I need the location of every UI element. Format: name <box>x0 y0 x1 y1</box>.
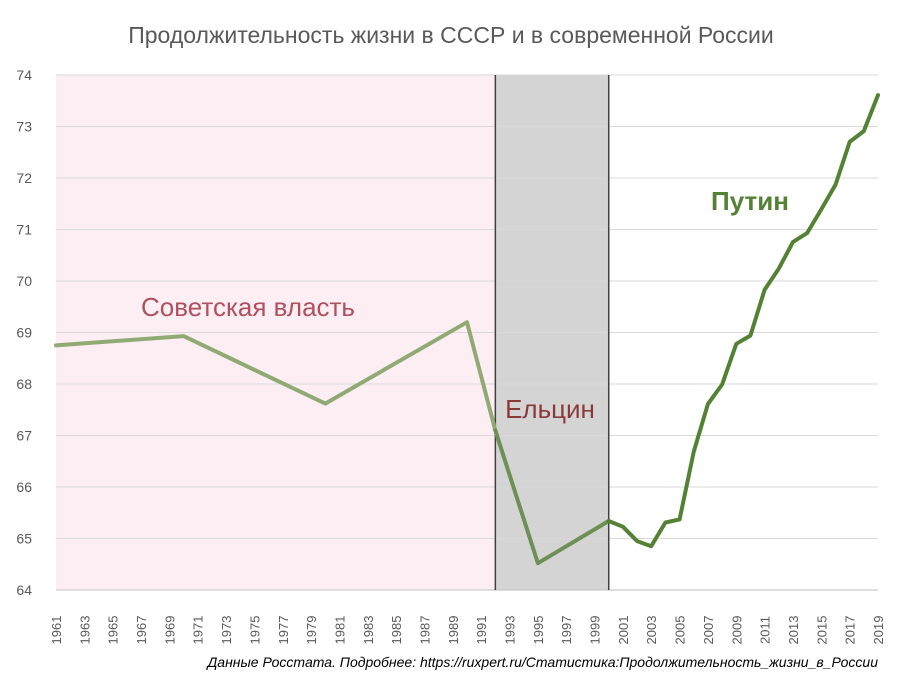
x-tick-label: 1965 <box>106 616 121 645</box>
x-tick-label: 2007 <box>701 616 716 645</box>
x-tick-label: 1997 <box>559 616 574 645</box>
series-line-3 <box>606 93 880 549</box>
y-tick-label: 65 <box>16 531 32 547</box>
x-tick-label: 1995 <box>531 616 546 645</box>
x-tick-label: 1999 <box>588 616 603 645</box>
x-tick-label: 1987 <box>417 616 432 645</box>
y-tick-label: 69 <box>16 325 32 341</box>
y-tick-label: 67 <box>16 428 32 444</box>
x-tick-label: 2009 <box>729 616 744 645</box>
x-tick-label: 1977 <box>276 616 291 645</box>
source-note: Данные Росстата. Подробнее: https://ruxp… <box>205 654 878 670</box>
x-tick-label: 1979 <box>304 616 319 645</box>
y-tick-label: 72 <box>16 170 32 186</box>
y-tick-label: 74 <box>16 67 32 83</box>
x-tick-label: 1983 <box>361 616 376 645</box>
x-tick-label: 2011 <box>758 616 773 644</box>
y-tick-label: 71 <box>16 222 32 238</box>
x-tick-label: 1991 <box>474 616 489 645</box>
x-tick-label: 1963 <box>77 616 92 645</box>
x-tick-label: 1973 <box>219 616 234 645</box>
x-tick-label: 1961 <box>49 616 64 645</box>
y-tick-label: 68 <box>16 376 32 392</box>
x-tick-label: 1971 <box>191 616 206 645</box>
era-label-2: Ельцин <box>505 394 595 424</box>
x-tick-label: 2015 <box>814 616 829 645</box>
x-tick-label: 1993 <box>503 616 518 645</box>
y-tick-label: 73 <box>16 119 32 135</box>
x-tick-label: 2019 <box>871 616 886 645</box>
y-tick-label: 64 <box>16 582 32 598</box>
x-tick-label: 1969 <box>162 616 177 645</box>
x-tick-label: 2017 <box>843 616 858 645</box>
series-line-2 <box>493 428 611 566</box>
x-tick-label: 1967 <box>134 616 149 645</box>
y-tick-label: 66 <box>16 479 32 495</box>
y-tick-label: 70 <box>16 273 32 289</box>
x-tick-label: 1989 <box>446 616 461 645</box>
chart-title: Продолжительность жизни в СССР и в совре… <box>128 22 774 48</box>
x-tick-label: 1981 <box>332 616 347 645</box>
era-label-1: Советская власть <box>141 292 355 322</box>
era-label-3: Путин <box>711 186 789 216</box>
series-line-1 <box>54 320 498 433</box>
x-tick-label: 1985 <box>389 616 404 645</box>
x-tick-label: 2005 <box>673 616 688 645</box>
x-tick-label: 1975 <box>247 616 262 645</box>
x-tick-label: 2003 <box>644 616 659 645</box>
x-tick-label: 2001 <box>616 616 631 645</box>
x-tick-label: 2013 <box>786 616 801 645</box>
